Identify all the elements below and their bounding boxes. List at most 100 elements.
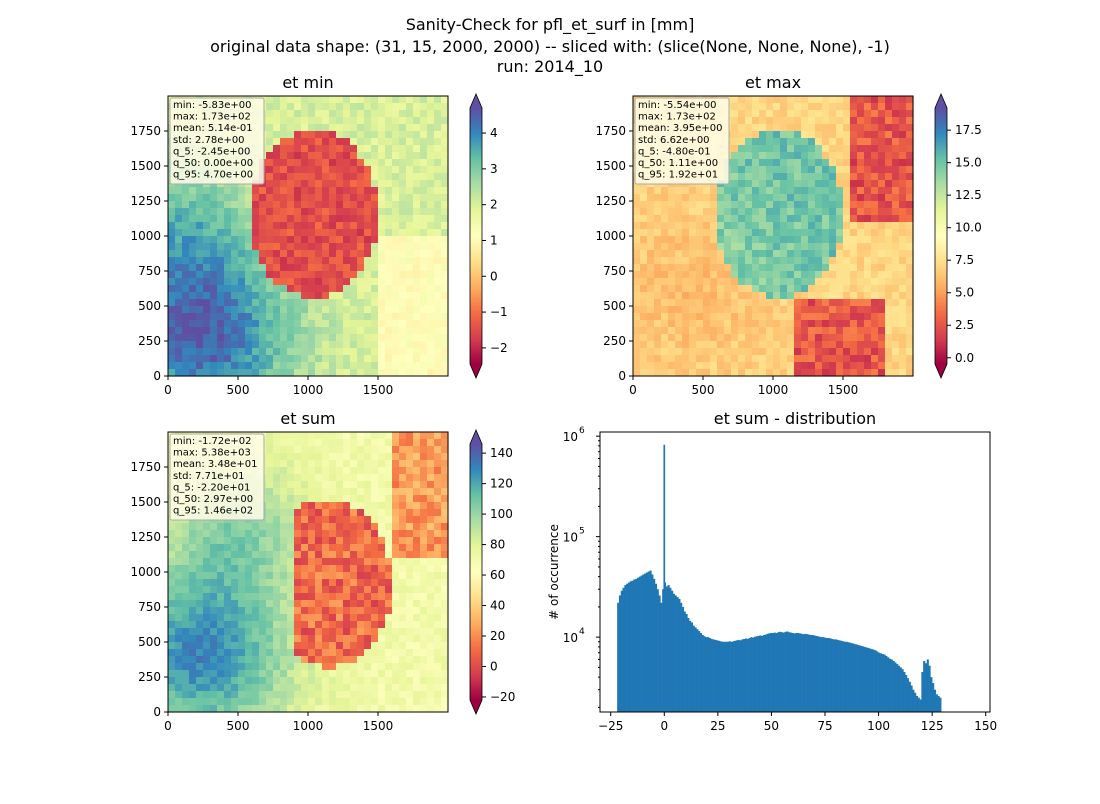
heatmap-cell: [661, 285, 669, 293]
heatmap-cell: [857, 320, 865, 328]
heatmap-cell: [808, 187, 816, 195]
heatmap-cell: [710, 320, 718, 328]
heatmap-cell: [815, 103, 823, 111]
heatmap-cell: [168, 292, 176, 300]
heatmap-cell: [364, 467, 372, 475]
heatmap-cell: [273, 131, 281, 139]
heatmap-cell: [864, 110, 872, 118]
heatmap-cell: [745, 110, 753, 118]
heatmap-cell: [378, 362, 386, 370]
heatmap-cell: [224, 572, 232, 580]
heatmap-cell: [808, 222, 816, 230]
heatmap-cell: [427, 327, 435, 335]
heatmap-cell: [357, 124, 365, 132]
heatmap-cell: [294, 243, 302, 251]
heatmap-cell: [329, 579, 337, 587]
heatmap-cell: [301, 453, 309, 461]
heatmap-cell: [434, 180, 442, 188]
heatmap-cell: [343, 663, 351, 671]
heatmap-cell: [189, 327, 197, 335]
heatmap-cell: [427, 523, 435, 531]
heatmap-cell: [864, 278, 872, 286]
heatmap-cell: [329, 460, 337, 468]
heatmap-cell: [266, 362, 274, 370]
stats-line: std: 6.62e+00: [638, 135, 710, 146]
heatmap-cell: [434, 593, 442, 601]
heatmap-cell: [399, 201, 407, 209]
heatmap-cell: [329, 369, 337, 377]
heatmap-cell: [843, 173, 851, 181]
heatmap-cell: [329, 439, 337, 447]
heatmap-cell: [441, 362, 449, 370]
heatmap-cell: [280, 327, 288, 335]
heatmap-cell: [843, 229, 851, 237]
heatmap-cell: [329, 586, 337, 594]
heatmap-cell: [294, 558, 302, 566]
heatmap-cell: [871, 201, 879, 209]
heatmap-cell: [378, 299, 386, 307]
y-tick-label: 1750: [130, 124, 161, 138]
heatmap-cell: [182, 334, 190, 342]
heatmap-cell: [654, 201, 662, 209]
heatmap-cell: [315, 593, 323, 601]
heatmap-cell: [217, 327, 225, 335]
heatmap-cell: [350, 446, 358, 454]
heatmap-cell: [301, 614, 309, 622]
heatmap-cell: [843, 313, 851, 321]
heatmap-cell: [843, 236, 851, 244]
heatmap-cell: [364, 677, 372, 685]
heatmap-cell: [322, 285, 330, 293]
heatmap-cell: [434, 285, 442, 293]
heatmap-cell: [822, 327, 830, 335]
heatmap-cell: [413, 572, 421, 580]
heatmap-cell: [392, 516, 400, 524]
heatmap-cell: [899, 334, 907, 342]
heatmap-cell: [343, 684, 351, 692]
heatmap-cell: [364, 495, 372, 503]
heatmap-cell: [315, 306, 323, 314]
heatmap-cell: [710, 264, 718, 272]
heatmap-cell: [280, 236, 288, 244]
heatmap-cell: [892, 131, 900, 139]
heatmap-cell: [899, 236, 907, 244]
heatmap-cell: [301, 558, 309, 566]
heatmap-cell: [696, 201, 704, 209]
heatmap-cell: [231, 334, 239, 342]
heatmap-cell: [801, 131, 809, 139]
heatmap-cell: [287, 264, 295, 272]
heatmap-cell: [203, 572, 211, 580]
heatmap-cell: [406, 481, 414, 489]
heatmap-cell: [773, 201, 781, 209]
heatmap-cell: [357, 320, 365, 328]
heatmap-cell: [738, 96, 746, 104]
heatmap-cell: [371, 551, 379, 559]
heatmap-cell: [864, 173, 872, 181]
heatmap-cell: [406, 145, 414, 153]
heatmap-cell: [801, 201, 809, 209]
heatmap-cell: [273, 96, 281, 104]
heatmap-cell: [406, 516, 414, 524]
heatmap-cell: [343, 152, 351, 160]
heatmap-cell: [752, 292, 760, 300]
heatmap-cell: [717, 299, 725, 307]
heatmap-cell: [654, 313, 662, 321]
heatmap-cell: [252, 229, 260, 237]
heatmap-cell: [441, 684, 449, 692]
heatmap-cell: [843, 320, 851, 328]
heatmap-cell: [413, 579, 421, 587]
heatmap-cell: [308, 635, 316, 643]
heatmap-cell: [794, 369, 802, 377]
heatmap-cell: [787, 285, 795, 293]
heatmap-cell: [878, 124, 886, 132]
heatmap-cell: [259, 705, 267, 713]
heatmap-cell: [301, 684, 309, 692]
heatmap-cell: [399, 628, 407, 636]
heatmap-cell: [210, 677, 218, 685]
heatmap-cell: [189, 243, 197, 251]
heatmap-cell: [301, 187, 309, 195]
heatmap-cell: [203, 243, 211, 251]
heatmap-cell: [759, 215, 767, 223]
heatmap-cell: [364, 180, 372, 188]
heatmap-cell: [717, 215, 725, 223]
heatmap-cell: [892, 124, 900, 132]
